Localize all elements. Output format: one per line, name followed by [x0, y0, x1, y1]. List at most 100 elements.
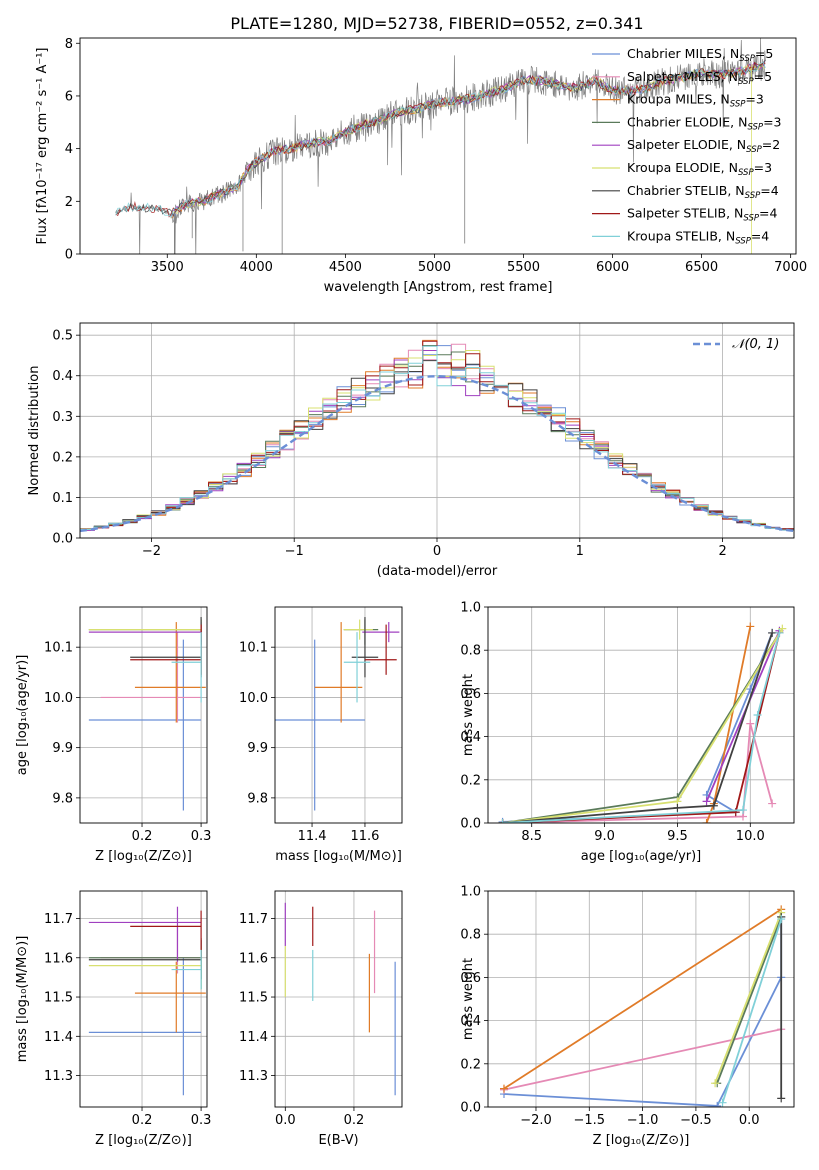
axes-frame	[79, 322, 795, 539]
data-point-marker	[768, 628, 777, 637]
x-axis-label: Z [log₁₀(Z/Z⊙)]	[593, 1133, 690, 1148]
grid-lines	[275, 607, 402, 823]
x-tick-label: 6000	[596, 260, 629, 275]
histograms	[80, 339, 794, 533]
x-axis-label: wavelength [Angstrom, rest frame]	[324, 280, 553, 295]
data-point-marker	[498, 819, 507, 823]
y-tick-label: 0.2	[460, 773, 481, 788]
legend-value: =5	[754, 69, 772, 84]
y-tick-label: 11.4	[239, 1030, 268, 1045]
legend-subscript: SSP	[743, 214, 759, 224]
x-tick-label: 11.6	[350, 829, 379, 844]
y-tick-label: 0.4	[52, 369, 73, 384]
y-tick-label: 0.0	[460, 1101, 481, 1116]
series-line	[502, 632, 773, 823]
legend-value: =4	[751, 228, 769, 243]
series-line	[714, 912, 783, 1084]
y-tick-label: 0.1	[52, 491, 73, 506]
y-tick-label: 0	[65, 248, 73, 263]
model-spectrum-line	[115, 61, 766, 219]
y-tick-label: 8	[65, 37, 73, 52]
y-tick-label: 10.0	[44, 691, 73, 706]
y-tick-label: 9.9	[247, 741, 268, 756]
grid-lines	[80, 607, 207, 823]
axes-frame	[274, 890, 403, 1108]
x-tick-label: −0.5	[680, 1113, 712, 1128]
data-point-marker	[702, 797, 711, 806]
error-bars	[88, 617, 206, 811]
x-tick-label: −1.5	[574, 1113, 606, 1128]
y-tick-label: 11.4	[44, 1030, 73, 1045]
residuals-panel: −2 −1 0 1 2 0.0 0.1 0.2 0.3 0.4 0.5 (data-model)/er…	[27, 322, 795, 579]
data-point-marker	[768, 799, 777, 808]
data-point-marker	[746, 719, 755, 728]
massweight-vs-Z-panel: −2.0 −1.5 −1.0 −0.5 0.0 0.0 0.2 0.4 0.6 0.8 1.0 Z […	[460, 885, 795, 1148]
series-line	[503, 908, 782, 1090]
y-tick-label: 11.7	[239, 912, 268, 927]
x-tick-label: 9.0	[594, 829, 615, 844]
data-point-marker	[709, 801, 718, 810]
y-tick-label: 11.7	[44, 912, 73, 927]
legend-text: Chabrier STELIB, N	[627, 183, 745, 198]
massweight-vs-age-panel: 8.5 9.0 9.5 10.0 0.0 0.2 0.4 0.6 0.8 1.0 age [log₁…	[460, 601, 795, 864]
legend-value: =2	[762, 137, 780, 152]
series-line	[502, 723, 773, 823]
figure-title: PLATE=1280, MJD=52738, FIBERID=0552, z=0…	[230, 14, 643, 33]
y-tick-label: 2	[65, 195, 73, 210]
data-point-marker	[778, 624, 787, 633]
y-tick-label: 0.0	[460, 817, 481, 832]
legend-text: Salpeter MILES, N	[627, 69, 738, 84]
x-tick-label: −2.0	[520, 1113, 552, 1128]
legend-subscript: SSP	[747, 122, 763, 132]
x-tick-label: 9.5	[667, 829, 688, 844]
legend-text: Kroupa ELODIE, N	[627, 160, 738, 175]
grid-lines	[80, 891, 207, 1107]
y-tick-label: 11.5	[239, 991, 268, 1006]
y-tick-label: 0.2	[460, 1057, 481, 1072]
y-axis-label: Normed distribution	[27, 366, 42, 496]
axes-frame	[79, 890, 208, 1108]
x-axis-label: age [log₁₀(age/yr)]	[581, 849, 702, 864]
x-tick-label: 0.2	[344, 1113, 365, 1128]
x-tick-label: 4500	[329, 260, 362, 275]
y-tick-label: 11.3	[44, 1069, 73, 1084]
y-tick-label: 0.6	[460, 971, 481, 986]
data-point-marker	[713, 1101, 722, 1107]
legend-entry: Chabrier ELODIE, NSSP=3	[627, 114, 782, 132]
legend-entry: Kroupa MILES, NSSP=3	[627, 92, 764, 110]
x-tick-label: 2	[718, 544, 726, 559]
legend-subscript: SSP	[738, 77, 754, 87]
x-axis-label: Z [log₁₀(Z/Z⊙)]	[95, 849, 192, 864]
legend-subscript: SSP	[745, 191, 761, 201]
x-tick-label: 0.2	[132, 829, 153, 844]
histogram-steps	[80, 345, 794, 531]
legend-entry: Salpeter MILES, NSSP=5	[627, 69, 772, 87]
data-point-marker	[753, 711, 762, 719]
age-vs-mass-panel: 11.4 11.6 9.8 9.9 10.0 10.1 mass [log₁₀(M/M⊙)]	[239, 606, 403, 864]
axes-frame	[487, 606, 795, 824]
legend-value: =3	[754, 160, 772, 175]
legend-text: Chabrier ELODIE, N	[627, 114, 747, 129]
legend-value: =3	[763, 114, 781, 129]
x-tick-label: 7000	[774, 260, 807, 275]
data-point-marker	[702, 819, 711, 823]
data-point-marker	[746, 622, 755, 631]
legend-value: =5	[755, 46, 773, 61]
y-tick-label: 0.0	[52, 532, 73, 547]
data-point-marker	[673, 803, 682, 812]
series-line	[502, 632, 781, 823]
y-tick-label: 1.0	[460, 885, 481, 900]
mass-vs-ebv-panel: 0.0 0.2 11.3 11.4 11.5 11.6 11.7 E(B-V)	[239, 890, 403, 1148]
legend-text: Salpeter STELIB, N	[627, 206, 743, 221]
y-tick-label: 0.5	[52, 329, 73, 344]
axes-frame	[79, 606, 208, 824]
y-tick-label: 0.8	[460, 644, 481, 659]
y-axis-label: Flux [fλ10⁻¹⁷ erg cm⁻² s⁻¹ A⁻¹]	[35, 48, 50, 245]
legend-subscript: SSP	[739, 54, 755, 64]
legend-subscript: SSP	[746, 145, 762, 155]
legend-subscript: SSP	[730, 100, 746, 110]
x-tick-label: 0.0	[739, 1113, 760, 1128]
x-tick-label: −2	[142, 544, 161, 559]
x-axis-label: mass [log₁₀(M/M⊙)]	[275, 849, 402, 864]
